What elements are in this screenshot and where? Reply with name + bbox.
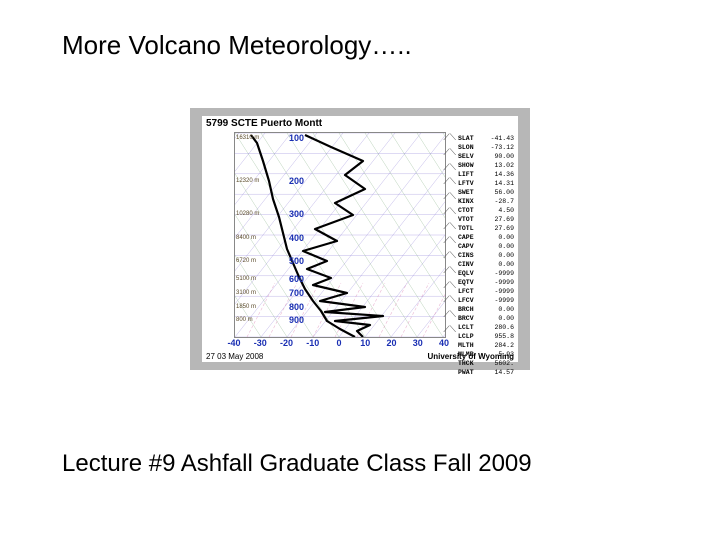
sounding-parameters: SLAT-41.43SLON-73.12SELV90.00SHOW13.02LI… (458, 134, 514, 377)
altitude-label: 6720 m (236, 258, 256, 264)
pressure-tick: 800 (276, 302, 304, 312)
pressure-tick: 600 (276, 274, 304, 284)
param-row: VTOT27.69 (458, 215, 514, 224)
param-row: CINS0.00 (458, 251, 514, 260)
wind-barb: ⟋⟍ (443, 236, 456, 245)
temperature-tick: 10 (360, 338, 370, 348)
temperature-tick: -30 (254, 338, 267, 348)
param-row: SLON-73.12 (458, 143, 514, 152)
pressure-tick: 900 (276, 315, 304, 325)
temperature-tick: 40 (439, 338, 449, 348)
temperature-tick: 0 (336, 338, 341, 348)
param-row: CTOT4.50 (458, 206, 514, 215)
station-title: 5799 SCTE Puerto Montt (206, 118, 322, 129)
altitude-label: 800 m (236, 317, 253, 323)
param-row: TOTL27.69 (458, 224, 514, 233)
param-row: KINX-28.7 (458, 197, 514, 206)
param-row: LCLT280.6 (458, 323, 514, 332)
wind-barb: ⟋⟍ (443, 266, 456, 275)
lecture-slide: More Volcano Meteorology….. 5799 SCTE Pu… (0, 0, 720, 540)
param-row: MLTH284.2 (458, 341, 514, 350)
altitude-label: 12320 m (236, 178, 259, 184)
wind-barb: ⟋⟍ (443, 207, 456, 216)
altitude-label: 1850 m (236, 304, 256, 310)
param-row: PWAT14.57 (458, 368, 514, 377)
param-row: BRCH0.00 (458, 305, 514, 314)
param-row: SELV90.00 (458, 152, 514, 161)
pressure-tick: 400 (276, 233, 304, 243)
wind-barb: ⟋⟍ (443, 325, 456, 334)
chart-source: University of Wyoming (427, 352, 514, 361)
temperature-tick: -40 (227, 338, 240, 348)
param-row: BRCV0.00 (458, 314, 514, 323)
param-row: SLAT-41.43 (458, 134, 514, 143)
altitude-label: 3100 m (236, 290, 256, 296)
altitude-label: 10280 m (236, 211, 259, 217)
skewt-plot-area (234, 132, 446, 338)
param-row: LFCV-9999 (458, 296, 514, 305)
param-row: LFTV14.31 (458, 179, 514, 188)
wind-barb: ⟋⟍ (443, 222, 456, 231)
skewt-chart: 5799 SCTE Puerto Montt 10016310 m2001232… (202, 116, 518, 362)
temperature-tick: -20 (280, 338, 293, 348)
altitude-label: 5100 m (236, 276, 256, 282)
slide-footer: Lecture #9 Ashfall Graduate Class Fall 2… (62, 450, 532, 478)
temperature-tick: -10 (306, 338, 319, 348)
skewt-chart-frame: 5799 SCTE Puerto Montt 10016310 m2001232… (190, 108, 530, 370)
pressure-tick: 300 (276, 209, 304, 219)
param-row: EQLV-9999 (458, 269, 514, 278)
altitude-label: 8400 m (236, 235, 256, 241)
temperature-tick: 20 (386, 338, 396, 348)
param-row: SHOW13.02 (458, 161, 514, 170)
wind-barb: ⟋⟍ (443, 133, 456, 142)
param-row: SWET56.00 (458, 188, 514, 197)
param-row: LIFT14.36 (458, 170, 514, 179)
chart-date: 27 03 May 2008 (206, 352, 263, 361)
wind-barb: ⟋⟍ (443, 310, 456, 319)
wind-barb: ⟋⟍ (443, 192, 456, 201)
param-row: LFCT-9999 (458, 287, 514, 296)
param-row: CAPV0.00 (458, 242, 514, 251)
slide-title: More Volcano Meteorology….. (62, 30, 412, 61)
wind-barb: ⟋⟍ (443, 163, 456, 172)
param-row: LCLP955.8 (458, 332, 514, 341)
pressure-tick: 500 (276, 256, 304, 266)
wind-barb: ⟋⟍ (443, 177, 456, 186)
param-row: CAPE0.00 (458, 233, 514, 242)
wind-barb: ⟋⟍ (443, 295, 456, 304)
param-row: EQTV-9999 (458, 278, 514, 287)
pressure-tick: 100 (276, 133, 304, 143)
altitude-label: 16310 m (236, 135, 259, 141)
wind-barb: ⟋⟍ (443, 251, 456, 260)
temperature-tick: 30 (413, 338, 423, 348)
wind-barb: ⟋⟍ (443, 148, 456, 157)
pressure-tick: 200 (276, 176, 304, 186)
skewt-svg (235, 133, 445, 337)
pressure-tick: 700 (276, 288, 304, 298)
wind-barb: ⟋⟍ (443, 281, 456, 290)
temperature-axis-labels: -40-30-20-10010203040 (234, 338, 444, 352)
param-row: CINV0.00 (458, 260, 514, 269)
